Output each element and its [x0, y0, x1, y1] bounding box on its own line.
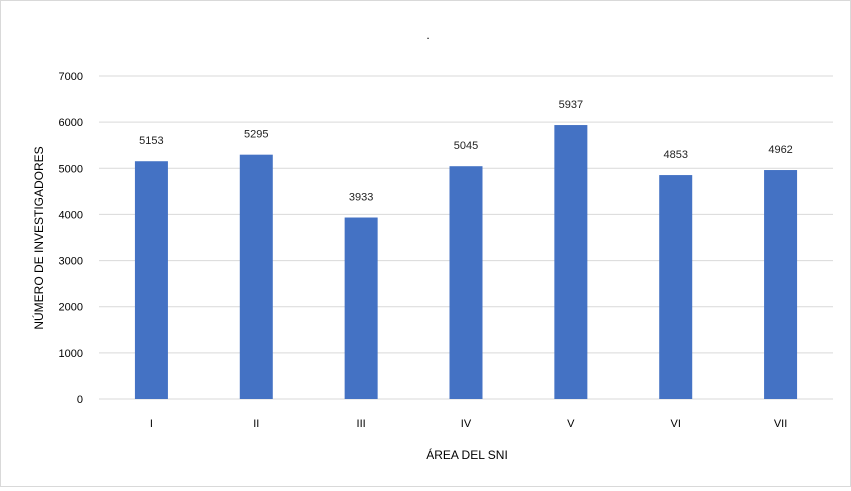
data-label: 3933 [349, 192, 373, 204]
x-tick-label: I [150, 418, 153, 430]
y-tick-label: 2000 [59, 302, 83, 314]
data-label: 5153 [139, 135, 163, 147]
x-tick-label: V [567, 418, 575, 430]
chart-title: . [426, 28, 429, 42]
x-tick-label: II [253, 418, 259, 430]
bar [554, 125, 588, 399]
bars [134, 125, 798, 399]
y-tick-label: 4000 [59, 209, 83, 221]
data-labels: 5153 5295 3933 5045 5937 4853 4962 [139, 99, 793, 203]
data-label: 5295 [244, 129, 268, 141]
y-tick-label: 3000 [59, 256, 83, 268]
x-tick-label: VI [671, 418, 681, 430]
y-tick-label: 5000 [59, 163, 83, 175]
data-label: 4853 [663, 149, 687, 161]
x-tick-label: IV [461, 418, 472, 430]
y-tick-label: 7000 [59, 71, 83, 83]
bar [449, 166, 483, 399]
data-label: 5937 [559, 99, 583, 111]
x-axis-ticks: I II III IV V VI VII [150, 418, 787, 430]
bar [659, 175, 693, 399]
bar [764, 170, 798, 399]
bar [134, 161, 168, 399]
x-axis-title: ÁREA DEL SNI [426, 447, 508, 462]
bar [239, 154, 273, 399]
data-label: 5045 [454, 140, 478, 152]
x-tick-label: VII [774, 418, 787, 430]
y-tick-label: 1000 [59, 348, 83, 360]
data-label: 4962 [768, 144, 792, 156]
y-tick-label: 0 [77, 394, 83, 406]
bar [344, 217, 378, 399]
x-tick-label: III [357, 418, 366, 430]
y-axis-title: NÚMERO DE INVESTIGADORES [31, 146, 46, 329]
y-axis-ticks: 0 1000 2000 3000 4000 5000 6000 7000 [59, 71, 83, 406]
y-tick-label: 6000 [59, 117, 83, 129]
